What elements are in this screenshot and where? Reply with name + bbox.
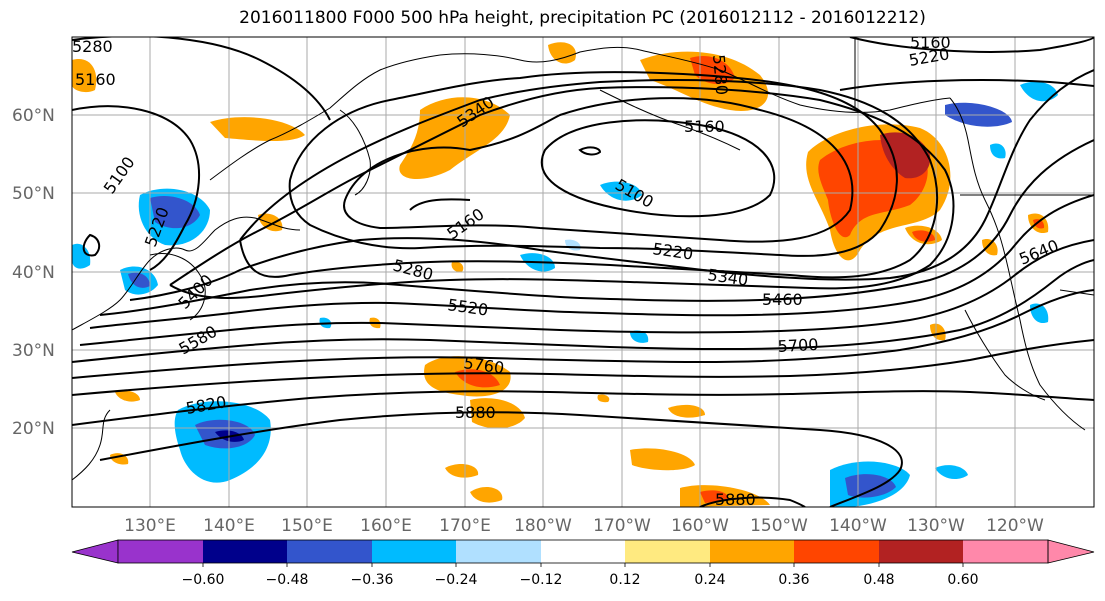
colorbar: −0.60 −0.48 −0.36 −0.24 −0.12 0.12 0.24 … [71, 539, 1095, 588]
colorbar-label: 0.48 [863, 572, 894, 588]
colorbar-label: 0.36 [778, 572, 809, 588]
lon-label: 160°W [671, 516, 729, 536]
colorbar-label: 0.60 [947, 572, 978, 588]
map-border [71, 36, 1095, 508]
contour-label: 5880 [455, 403, 496, 422]
lat-label: 40°N [12, 263, 55, 283]
colorbar-swatch [963, 540, 1048, 563]
latitude-labels: 60°N 50°N 40°N 30°N 20°N [12, 106, 55, 439]
lon-label: 170°W [593, 516, 651, 536]
positive-anomaly-peak [880, 132, 931, 179]
colorbar-label: 0.12 [609, 572, 640, 588]
lon-label: 140°W [829, 516, 887, 536]
colorbar-label: −0.60 [182, 572, 225, 588]
lon-label: 120°W [986, 516, 1044, 536]
colorbar-swatch [794, 540, 879, 563]
colorbar-swatch [372, 540, 456, 563]
colorbar-extend-low [71, 539, 119, 564]
lon-label: 160°E [360, 516, 412, 536]
lon-label: 130°W [907, 516, 965, 536]
height-contours [72, 37, 1094, 507]
colorbar-swatch [287, 540, 372, 563]
colorbar-label: −0.48 [266, 572, 309, 588]
longitude-labels: 130°E 140°E 150°E 160°E 170°E 180°W 170°… [124, 516, 1044, 536]
lon-label: 180°W [514, 516, 572, 536]
contour-label: 5160 [684, 117, 725, 136]
coastlines [72, 37, 1094, 481]
graticule [72, 37, 1094, 507]
lat-label: 20°N [12, 419, 55, 439]
colorbar-label: −0.36 [351, 572, 394, 588]
lon-label: 140°E [203, 516, 255, 536]
lon-label: 170°E [439, 516, 491, 536]
colorbar-label: −0.12 [520, 572, 563, 588]
colorbar-swatch [879, 540, 963, 563]
contour-label: 5160 [75, 70, 116, 89]
colorbar-swatch [456, 540, 541, 563]
contour-label: 5880 [715, 490, 756, 509]
contour-label: 5700 [777, 335, 819, 356]
colorbar-swatch [541, 540, 625, 563]
contour-label: 5160 [910, 33, 951, 52]
colorbar-extend-high [1047, 539, 1095, 564]
contour-label: 5280 [709, 54, 731, 96]
lon-label: 130°E [124, 516, 176, 536]
colorbar-swatch [118, 540, 203, 563]
lat-label: 30°N [12, 341, 55, 361]
lon-label: 150°W [750, 516, 808, 536]
colorbar-label: 0.24 [694, 572, 725, 588]
colorbar-label: −0.24 [435, 572, 478, 588]
lat-label: 60°N [12, 106, 55, 126]
colorbar-swatch [203, 540, 287, 563]
contour-label: 5460 [762, 290, 803, 309]
map-title: 2016011800 F000 500 hPa height, precipit… [239, 8, 926, 28]
contour-label: 5280 [72, 37, 113, 56]
colorbar-swatch [710, 540, 794, 563]
lon-label: 150°E [281, 516, 333, 536]
colorbar-swatch [625, 540, 710, 563]
lat-label: 50°N [12, 184, 55, 204]
